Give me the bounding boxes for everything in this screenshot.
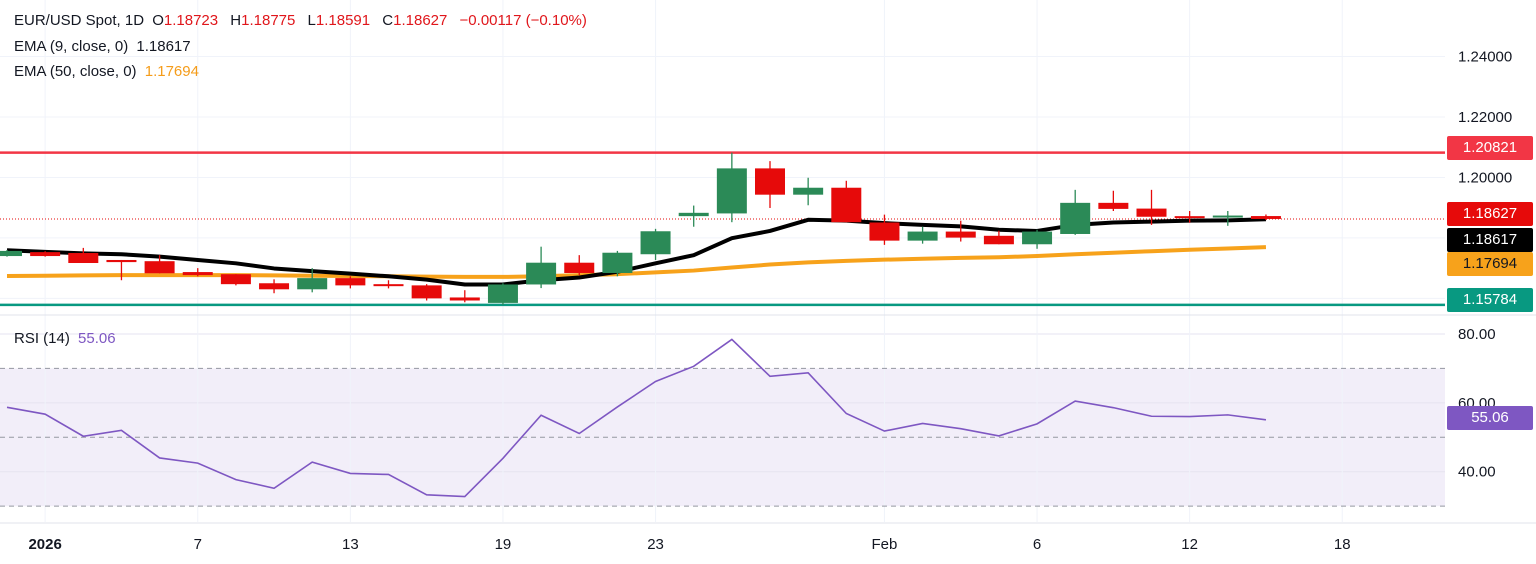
time-axis-label: 12 bbox=[1181, 536, 1198, 553]
candle-down[interactable] bbox=[411, 285, 442, 299]
candle-up[interactable] bbox=[1060, 202, 1091, 234]
ema50-price-label: 1.17694 bbox=[1447, 252, 1533, 276]
candle-up[interactable] bbox=[716, 168, 747, 214]
ema9-value: 1.18617 bbox=[136, 38, 191, 55]
price-axis-label: 1.20000 bbox=[1458, 169, 1512, 186]
ema50-line[interactable] bbox=[6, 245, 1267, 279]
time-axis-label: 7 bbox=[194, 536, 202, 553]
symbol-legend: EUR/USD Spot, 1D O1.18723 H1.18775 L1.18… bbox=[14, 12, 591, 29]
candle-up[interactable] bbox=[793, 187, 824, 195]
candle-up[interactable] bbox=[297, 278, 328, 290]
symbol-title: EUR/USD Spot, 1D bbox=[14, 12, 145, 29]
ema9-legend[interactable]: EMA (9, close, 0) 1.18617 bbox=[14, 38, 195, 55]
candle-up[interactable] bbox=[1022, 231, 1053, 245]
open-value: O1.18723 bbox=[152, 12, 219, 29]
candle-down[interactable] bbox=[1250, 216, 1281, 219]
candle-down[interactable] bbox=[983, 235, 1014, 245]
time-axis-label: 23 bbox=[647, 536, 664, 553]
last-price-label: 1.18627 bbox=[1447, 202, 1533, 226]
candle-down[interactable] bbox=[449, 297, 480, 301]
candle-down[interactable] bbox=[335, 278, 366, 286]
candle-down[interactable] bbox=[755, 168, 785, 195]
rsi-legend[interactable]: RSI (14) 55.06 bbox=[14, 330, 120, 347]
ema9-price-label: 1.18617 bbox=[1447, 228, 1533, 252]
rsi-price-label: 55.06 bbox=[1447, 406, 1533, 430]
candle-up[interactable] bbox=[678, 212, 709, 217]
support-price-label: 1.15784 bbox=[1447, 288, 1533, 312]
high-value: H1.18775 bbox=[230, 12, 296, 29]
candle-up[interactable] bbox=[487, 284, 518, 303]
candle-up[interactable] bbox=[640, 231, 671, 255]
candle-down[interactable] bbox=[1136, 208, 1167, 217]
ema9-label: EMA (9, close, 0) bbox=[14, 38, 129, 55]
time-axis-label: 2026 bbox=[28, 536, 61, 553]
candle-up[interactable] bbox=[602, 252, 633, 273]
candle-down[interactable] bbox=[106, 259, 137, 263]
time-axis-label: 18 bbox=[1334, 536, 1351, 553]
time-axis-label: 6 bbox=[1033, 536, 1041, 553]
time-axis-label: 13 bbox=[342, 536, 359, 553]
candle-up[interactable] bbox=[907, 231, 938, 241]
rsi-line[interactable] bbox=[6, 338, 1267, 498]
candle-down[interactable] bbox=[144, 261, 175, 274]
rsi-axis-label: 80.00 bbox=[1458, 326, 1496, 343]
resistance-price-label: 1.20821 bbox=[1447, 136, 1533, 160]
rsi-value: 55.06 bbox=[78, 330, 116, 347]
candle-down[interactable] bbox=[564, 262, 595, 273]
price-axis-label: 1.22000 bbox=[1458, 109, 1512, 126]
candle-down[interactable] bbox=[30, 252, 61, 257]
price-axis-label: 1.24000 bbox=[1458, 49, 1512, 66]
candle-down[interactable] bbox=[869, 222, 900, 241]
candle-down[interactable] bbox=[259, 283, 290, 290]
candle-up[interactable] bbox=[1212, 215, 1243, 218]
candle-down[interactable] bbox=[373, 284, 404, 287]
low-value: L1.18591 bbox=[307, 12, 371, 29]
ema50-label: EMA (50, close, 0) bbox=[14, 63, 137, 80]
candle-down[interactable] bbox=[182, 272, 213, 276]
time-axis-label: 19 bbox=[495, 536, 512, 553]
candle-down[interactable] bbox=[945, 231, 976, 238]
candle-down[interactable] bbox=[220, 274, 251, 285]
rsi-axis-label: 40.00 bbox=[1458, 464, 1496, 481]
time-axis-label: Feb bbox=[872, 536, 898, 553]
candle-down[interactable] bbox=[1098, 202, 1129, 209]
ema9-line[interactable] bbox=[6, 217, 1267, 287]
rsi-label: RSI (14) bbox=[14, 330, 70, 347]
ema50-legend[interactable]: EMA (50, close, 0) 1.17694 bbox=[14, 63, 203, 80]
candle-down[interactable] bbox=[68, 253, 99, 264]
candle-down[interactable] bbox=[1174, 216, 1205, 219]
candle-down[interactable] bbox=[831, 187, 862, 223]
candle-up[interactable] bbox=[526, 262, 557, 285]
change-value: −0.00117 (−0.10%) bbox=[459, 12, 587, 29]
candle-up[interactable] bbox=[0, 250, 22, 257]
ema50-value: 1.17694 bbox=[144, 63, 199, 80]
close-value: C1.18627 bbox=[382, 12, 448, 29]
